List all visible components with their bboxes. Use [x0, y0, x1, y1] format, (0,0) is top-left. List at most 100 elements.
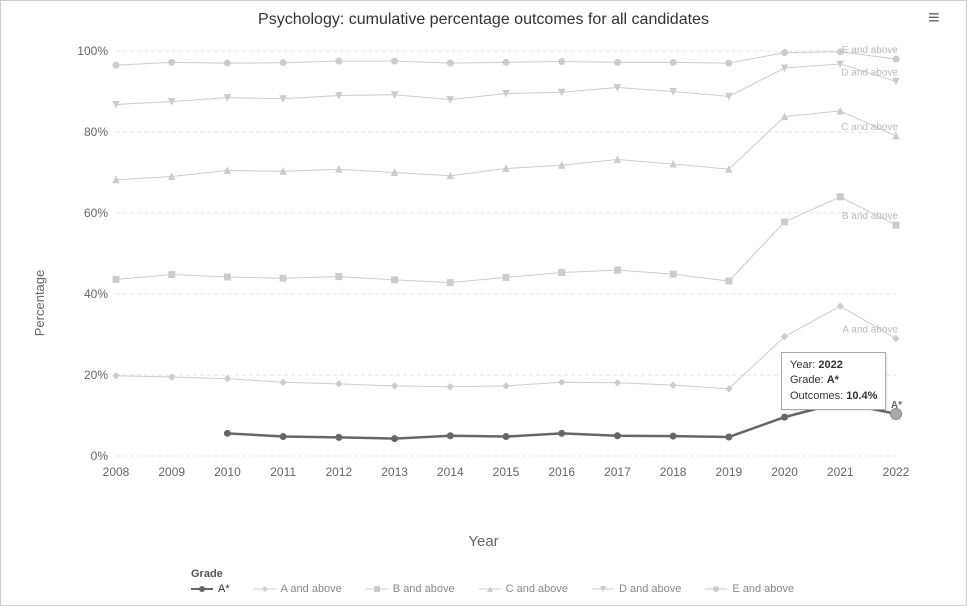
data-point[interactable]	[670, 433, 676, 439]
data-point[interactable]	[447, 280, 453, 286]
legend-label: E and above	[732, 583, 794, 595]
x-tick-label: 2014	[437, 465, 464, 479]
data-point[interactable]	[559, 379, 565, 385]
data-point[interactable]	[280, 434, 286, 440]
data-point[interactable]	[503, 59, 509, 65]
data-point[interactable]	[447, 60, 453, 66]
data-point[interactable]	[893, 336, 899, 342]
series-end-label: C and above	[841, 122, 898, 133]
x-tick-label: 2017	[604, 465, 631, 479]
data-point[interactable]	[614, 267, 620, 273]
data-point[interactable]	[837, 194, 843, 200]
legend-label: C and above	[506, 583, 568, 595]
tooltip-outcomes-label: Outcomes:	[790, 390, 843, 402]
data-point[interactable]	[392, 383, 398, 389]
data-point[interactable]	[726, 278, 732, 284]
data-point[interactable]	[503, 274, 509, 280]
tooltip-grade-label: Grade:	[790, 374, 824, 386]
data-point[interactable]	[169, 59, 175, 65]
y-tick-label: 60%	[84, 206, 108, 220]
series-line[interactable]	[116, 64, 896, 105]
tooltip: Year: 2022 Grade: A* Outcomes: 10.4%	[781, 352, 886, 410]
series-end-label: E and above	[842, 45, 899, 56]
legend-label: A and above	[281, 583, 342, 595]
data-point[interactable]	[336, 434, 342, 440]
data-point[interactable]	[893, 78, 899, 84]
data-point[interactable]	[280, 60, 286, 66]
legend: Grade A* A and above B and above C and abov…	[191, 568, 794, 595]
chart-container: Psychology: cumulative percentage outcom…	[0, 0, 967, 606]
data-point[interactable]	[336, 58, 342, 64]
data-point[interactable]	[447, 433, 453, 439]
highlighted-point-marker[interactable]	[890, 408, 902, 420]
legend-item[interactable]: D and above	[592, 583, 681, 595]
legend-item[interactable]: A and above	[254, 583, 342, 595]
x-tick-label: 2012	[326, 465, 353, 479]
data-point[interactable]	[224, 60, 230, 66]
legend-item[interactable]: E and above	[705, 583, 794, 595]
data-point[interactable]	[614, 59, 620, 65]
legend-item[interactable]: C and above	[479, 583, 568, 595]
data-point[interactable]	[447, 384, 453, 390]
data-point[interactable]	[224, 274, 230, 280]
tooltip-grade-value: A*	[827, 374, 839, 386]
legend-title: Grade	[191, 568, 794, 580]
x-tick-label: 2022	[883, 465, 910, 479]
data-point[interactable]	[113, 62, 119, 68]
menu-icon[interactable]: ≡	[928, 16, 948, 32]
legend-symbol	[592, 584, 614, 594]
series-line[interactable]	[116, 197, 896, 283]
x-tick-label: 2013	[381, 465, 408, 479]
data-point[interactable]	[782, 50, 788, 56]
data-point[interactable]	[392, 436, 398, 442]
y-tick-label: 0%	[91, 449, 109, 463]
tooltip-outcomes-value: 10.4%	[846, 390, 877, 402]
legend-item[interactable]: A*	[191, 583, 230, 595]
data-point[interactable]	[113, 276, 119, 282]
data-point[interactable]	[837, 303, 843, 309]
data-point[interactable]	[614, 380, 620, 386]
data-point[interactable]	[614, 433, 620, 439]
y-tick-label: 100%	[77, 44, 108, 58]
data-point[interactable]	[336, 274, 342, 280]
x-tick-label: 2015	[493, 465, 520, 479]
data-point[interactable]	[726, 60, 732, 66]
data-point[interactable]	[893, 222, 899, 228]
x-tick-label: 2010	[214, 465, 241, 479]
data-point[interactable]	[169, 272, 175, 278]
data-point[interactable]	[503, 434, 509, 440]
series-end-label: B and above	[842, 211, 899, 222]
data-point[interactable]	[559, 59, 565, 65]
data-point[interactable]	[113, 373, 119, 379]
data-point[interactable]	[336, 381, 342, 387]
data-point[interactable]	[782, 414, 788, 420]
data-point[interactable]	[224, 376, 230, 382]
data-point[interactable]	[559, 430, 565, 436]
series-end-label: A and above	[842, 325, 898, 336]
data-point[interactable]	[280, 379, 286, 385]
legend-items: A* A and above B and above C and above D and…	[191, 583, 794, 595]
x-tick-label: 2008	[103, 465, 130, 479]
data-point[interactable]	[224, 430, 230, 436]
series-line[interactable]	[116, 306, 896, 389]
y-tick-label: 80%	[84, 125, 108, 139]
chart-title: Psychology: cumulative percentage outcom…	[1, 1, 966, 29]
data-point[interactable]	[726, 434, 732, 440]
legend-item[interactable]: B and above	[366, 583, 455, 595]
data-point[interactable]	[392, 277, 398, 283]
data-point[interactable]	[782, 219, 788, 225]
data-point[interactable]	[893, 56, 899, 62]
plot-area: 0%20%40%60%80%100%2008200920102011201220…	[76, 41, 906, 486]
data-point[interactable]	[670, 271, 676, 277]
data-point[interactable]	[893, 133, 899, 139]
data-point[interactable]	[670, 59, 676, 65]
data-point[interactable]	[280, 275, 286, 281]
y-tick-label: 40%	[84, 287, 108, 301]
data-point[interactable]	[670, 382, 676, 388]
x-tick-label: 2019	[716, 465, 743, 479]
data-point[interactable]	[503, 383, 509, 389]
data-point[interactable]	[559, 270, 565, 276]
tooltip-year-value: 2022	[818, 359, 842, 371]
data-point[interactable]	[392, 58, 398, 64]
legend-label: D and above	[619, 583, 681, 595]
